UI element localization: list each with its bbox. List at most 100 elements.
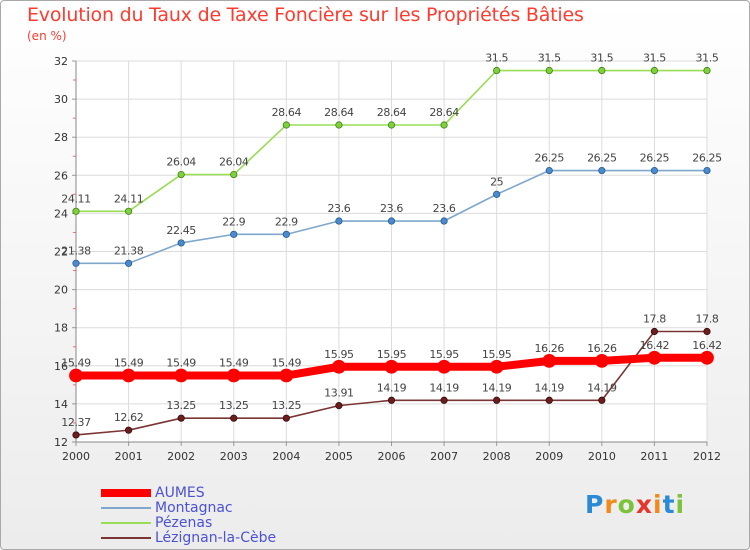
data-point <box>282 121 290 129</box>
data-point <box>493 396 501 404</box>
data-point <box>72 207 80 215</box>
data-label: 13.25 <box>219 399 249 412</box>
data-label: 15.95 <box>429 348 459 361</box>
data-label: 13.25 <box>272 399 302 412</box>
data-label: 31.5 <box>590 52 613 65</box>
data-point <box>440 121 448 129</box>
data-label: 14.19 <box>587 381 617 394</box>
proxiti-logo: Proxiti <box>585 490 686 519</box>
y-tick-label: 30 <box>54 93 68 106</box>
legend-label: Lézignan-la-Cèbe <box>155 529 277 546</box>
data-label: 14.19 <box>377 381 407 394</box>
data-point <box>650 327 659 336</box>
legend-label: Montagnac <box>155 499 233 516</box>
y-tick-label: 14 <box>54 398 68 411</box>
data-label: 23.6 <box>433 202 456 215</box>
data-label: 15.49 <box>114 357 144 370</box>
data-point <box>282 230 290 238</box>
data-label: 17.8 <box>643 313 666 326</box>
legend-item: Pézenas <box>101 515 276 531</box>
data-point <box>69 368 83 383</box>
data-label: 31.5 <box>485 52 508 65</box>
data-point <box>598 166 606 175</box>
x-tick-label: 2007 <box>430 450 458 463</box>
data-point <box>230 414 238 422</box>
data-label: 14.19 <box>482 381 512 394</box>
data-label: 26.25 <box>587 152 617 165</box>
y-tick-label: 24 <box>54 207 68 220</box>
legend-item: AUMES <box>101 485 276 501</box>
data-label: 16.26 <box>535 342 565 355</box>
data-label: 15.49 <box>272 357 302 370</box>
y-tick-label: 26 <box>54 169 68 182</box>
data-label: 12.37 <box>61 416 91 429</box>
data-label: 26.25 <box>535 152 565 165</box>
data-label: 16.26 <box>587 342 617 355</box>
x-tick-label: 2005 <box>325 450 353 463</box>
data-label: 26.04 <box>219 156 249 169</box>
y-tick-label: 12 <box>54 436 68 449</box>
data-label: 15.49 <box>219 357 249 370</box>
data-point <box>545 166 553 175</box>
data-point <box>440 217 448 225</box>
data-label: 25 <box>490 175 504 188</box>
data-point <box>282 414 290 422</box>
data-label: 31.5 <box>643 52 666 65</box>
x-tick-label: 2004 <box>272 450 300 463</box>
data-point <box>226 368 241 383</box>
data-point <box>598 396 606 404</box>
data-label: 23.6 <box>380 202 403 215</box>
data-label: 21.38 <box>61 244 91 257</box>
unit-label: (en %) <box>27 29 67 43</box>
y-tick-label: 28 <box>54 131 68 144</box>
x-tick-label: 2009 <box>535 450 563 463</box>
x-tick-label: 2008 <box>483 450 511 463</box>
data-point <box>230 170 238 179</box>
data-label: 15.95 <box>482 348 512 361</box>
data-label: 13.91 <box>324 387 354 400</box>
y-tick-label: 22 <box>54 246 68 259</box>
data-label: 22.9 <box>275 215 298 228</box>
data-point <box>545 396 553 404</box>
legend-item: Lézignan-la-Cèbe <box>101 529 277 546</box>
chart-title: Evolution du Taux de Taxe Foncière sur l… <box>27 4 584 26</box>
data-point <box>437 359 451 374</box>
data-point <box>335 402 343 410</box>
x-tick-label: 2012 <box>693 450 721 463</box>
data-point <box>279 368 294 383</box>
x-tick-label: 2006 <box>378 450 406 463</box>
y-tick-label: 20 <box>54 284 68 297</box>
data-point <box>387 396 396 404</box>
data-label: 12.62 <box>114 411 144 424</box>
data-label: 24.11 <box>61 192 91 205</box>
x-tick-label: 2003 <box>220 450 248 463</box>
y-tick-label: 18 <box>54 322 68 335</box>
data-label: 23.6 <box>327 202 350 215</box>
data-point <box>230 230 238 238</box>
data-point <box>72 259 80 267</box>
data-label: 15.95 <box>377 348 407 361</box>
data-point <box>174 368 189 383</box>
data-point <box>647 350 662 365</box>
data-point <box>335 121 343 129</box>
data-point <box>703 66 711 75</box>
legend: AUMES Montagnac Pézenas Lézignan-la-Cèbe <box>101 485 277 546</box>
data-point <box>124 259 133 267</box>
data-point <box>493 66 501 75</box>
data-label: 26.25 <box>692 152 722 165</box>
data-point <box>72 431 80 439</box>
data-point <box>493 190 501 198</box>
x-tick-label: 2002 <box>167 450 195 463</box>
data-label: 14.19 <box>429 381 459 394</box>
data-point <box>703 166 711 175</box>
data-point <box>700 350 714 365</box>
data-point <box>387 121 396 129</box>
data-point <box>650 66 659 75</box>
data-point <box>387 217 396 225</box>
data-label: 15.95 <box>324 348 354 361</box>
x-tick-label: 2010 <box>588 450 616 463</box>
data-label: 31.5 <box>696 52 719 65</box>
x-tick-label: 2001 <box>115 450 143 463</box>
data-point <box>384 359 399 374</box>
